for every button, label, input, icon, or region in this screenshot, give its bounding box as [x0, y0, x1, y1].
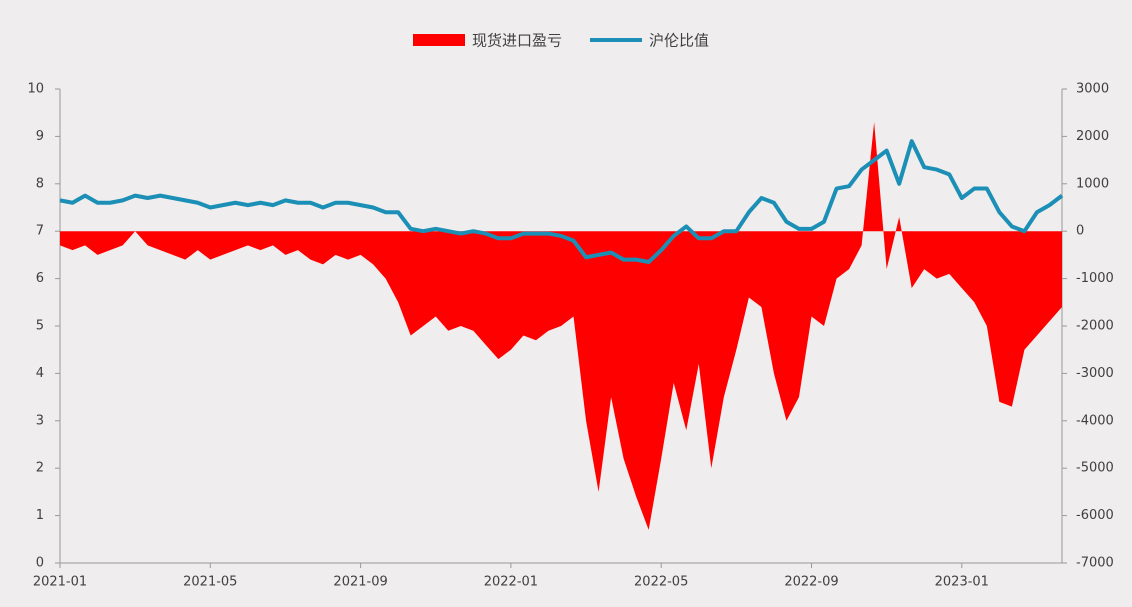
x-tick-label: 2022-09: [784, 575, 838, 590]
legend-swatch: [413, 34, 465, 46]
y-tick-label: 3: [36, 413, 44, 428]
y2-tick-label: 3000: [1076, 82, 1109, 97]
y2-tick-label: 2000: [1076, 129, 1109, 144]
x-tick-label: 2021-01: [33, 575, 87, 590]
legend-label: 沪伦比值: [649, 32, 709, 50]
area: [60, 122, 1062, 530]
y-tick-label: 1: [36, 508, 44, 523]
y-tick-label: 7: [36, 224, 44, 239]
y-tick-label: 4: [36, 366, 44, 381]
y-tick-label: 9: [36, 129, 44, 144]
y2-tick-label: -3000: [1076, 366, 1114, 381]
y-tick-label: 8: [36, 176, 44, 191]
y-tick-label: 5: [36, 319, 44, 334]
y2-tick-label: 0: [1076, 224, 1084, 239]
y2-tick-label: -7000: [1076, 556, 1114, 571]
x-tick-label: 2021-05: [183, 575, 237, 590]
y2-tick-label: -6000: [1076, 508, 1114, 523]
y2-tick-label: -2000: [1076, 319, 1114, 334]
x-tick-label: 2023-01: [935, 575, 989, 590]
y-tick-label: 6: [36, 271, 44, 286]
y2-tick-label: 1000: [1076, 176, 1109, 191]
y-tick-label: 0: [36, 556, 44, 571]
y2-tick-label: -1000: [1076, 271, 1114, 286]
y-tick-label: 10: [27, 82, 44, 97]
x-tick-label: 2022-05: [634, 575, 688, 590]
x-tick-label: 2021-09: [333, 575, 387, 590]
line: [59, 139, 1064, 265]
y2-tick-label: -5000: [1076, 461, 1114, 476]
y2-tick-label: -4000: [1076, 413, 1114, 428]
x-tick-label: 2022-01: [484, 575, 538, 590]
y-tick-label: 2: [36, 461, 44, 476]
legend-label: 现货进口盈亏: [472, 32, 562, 50]
